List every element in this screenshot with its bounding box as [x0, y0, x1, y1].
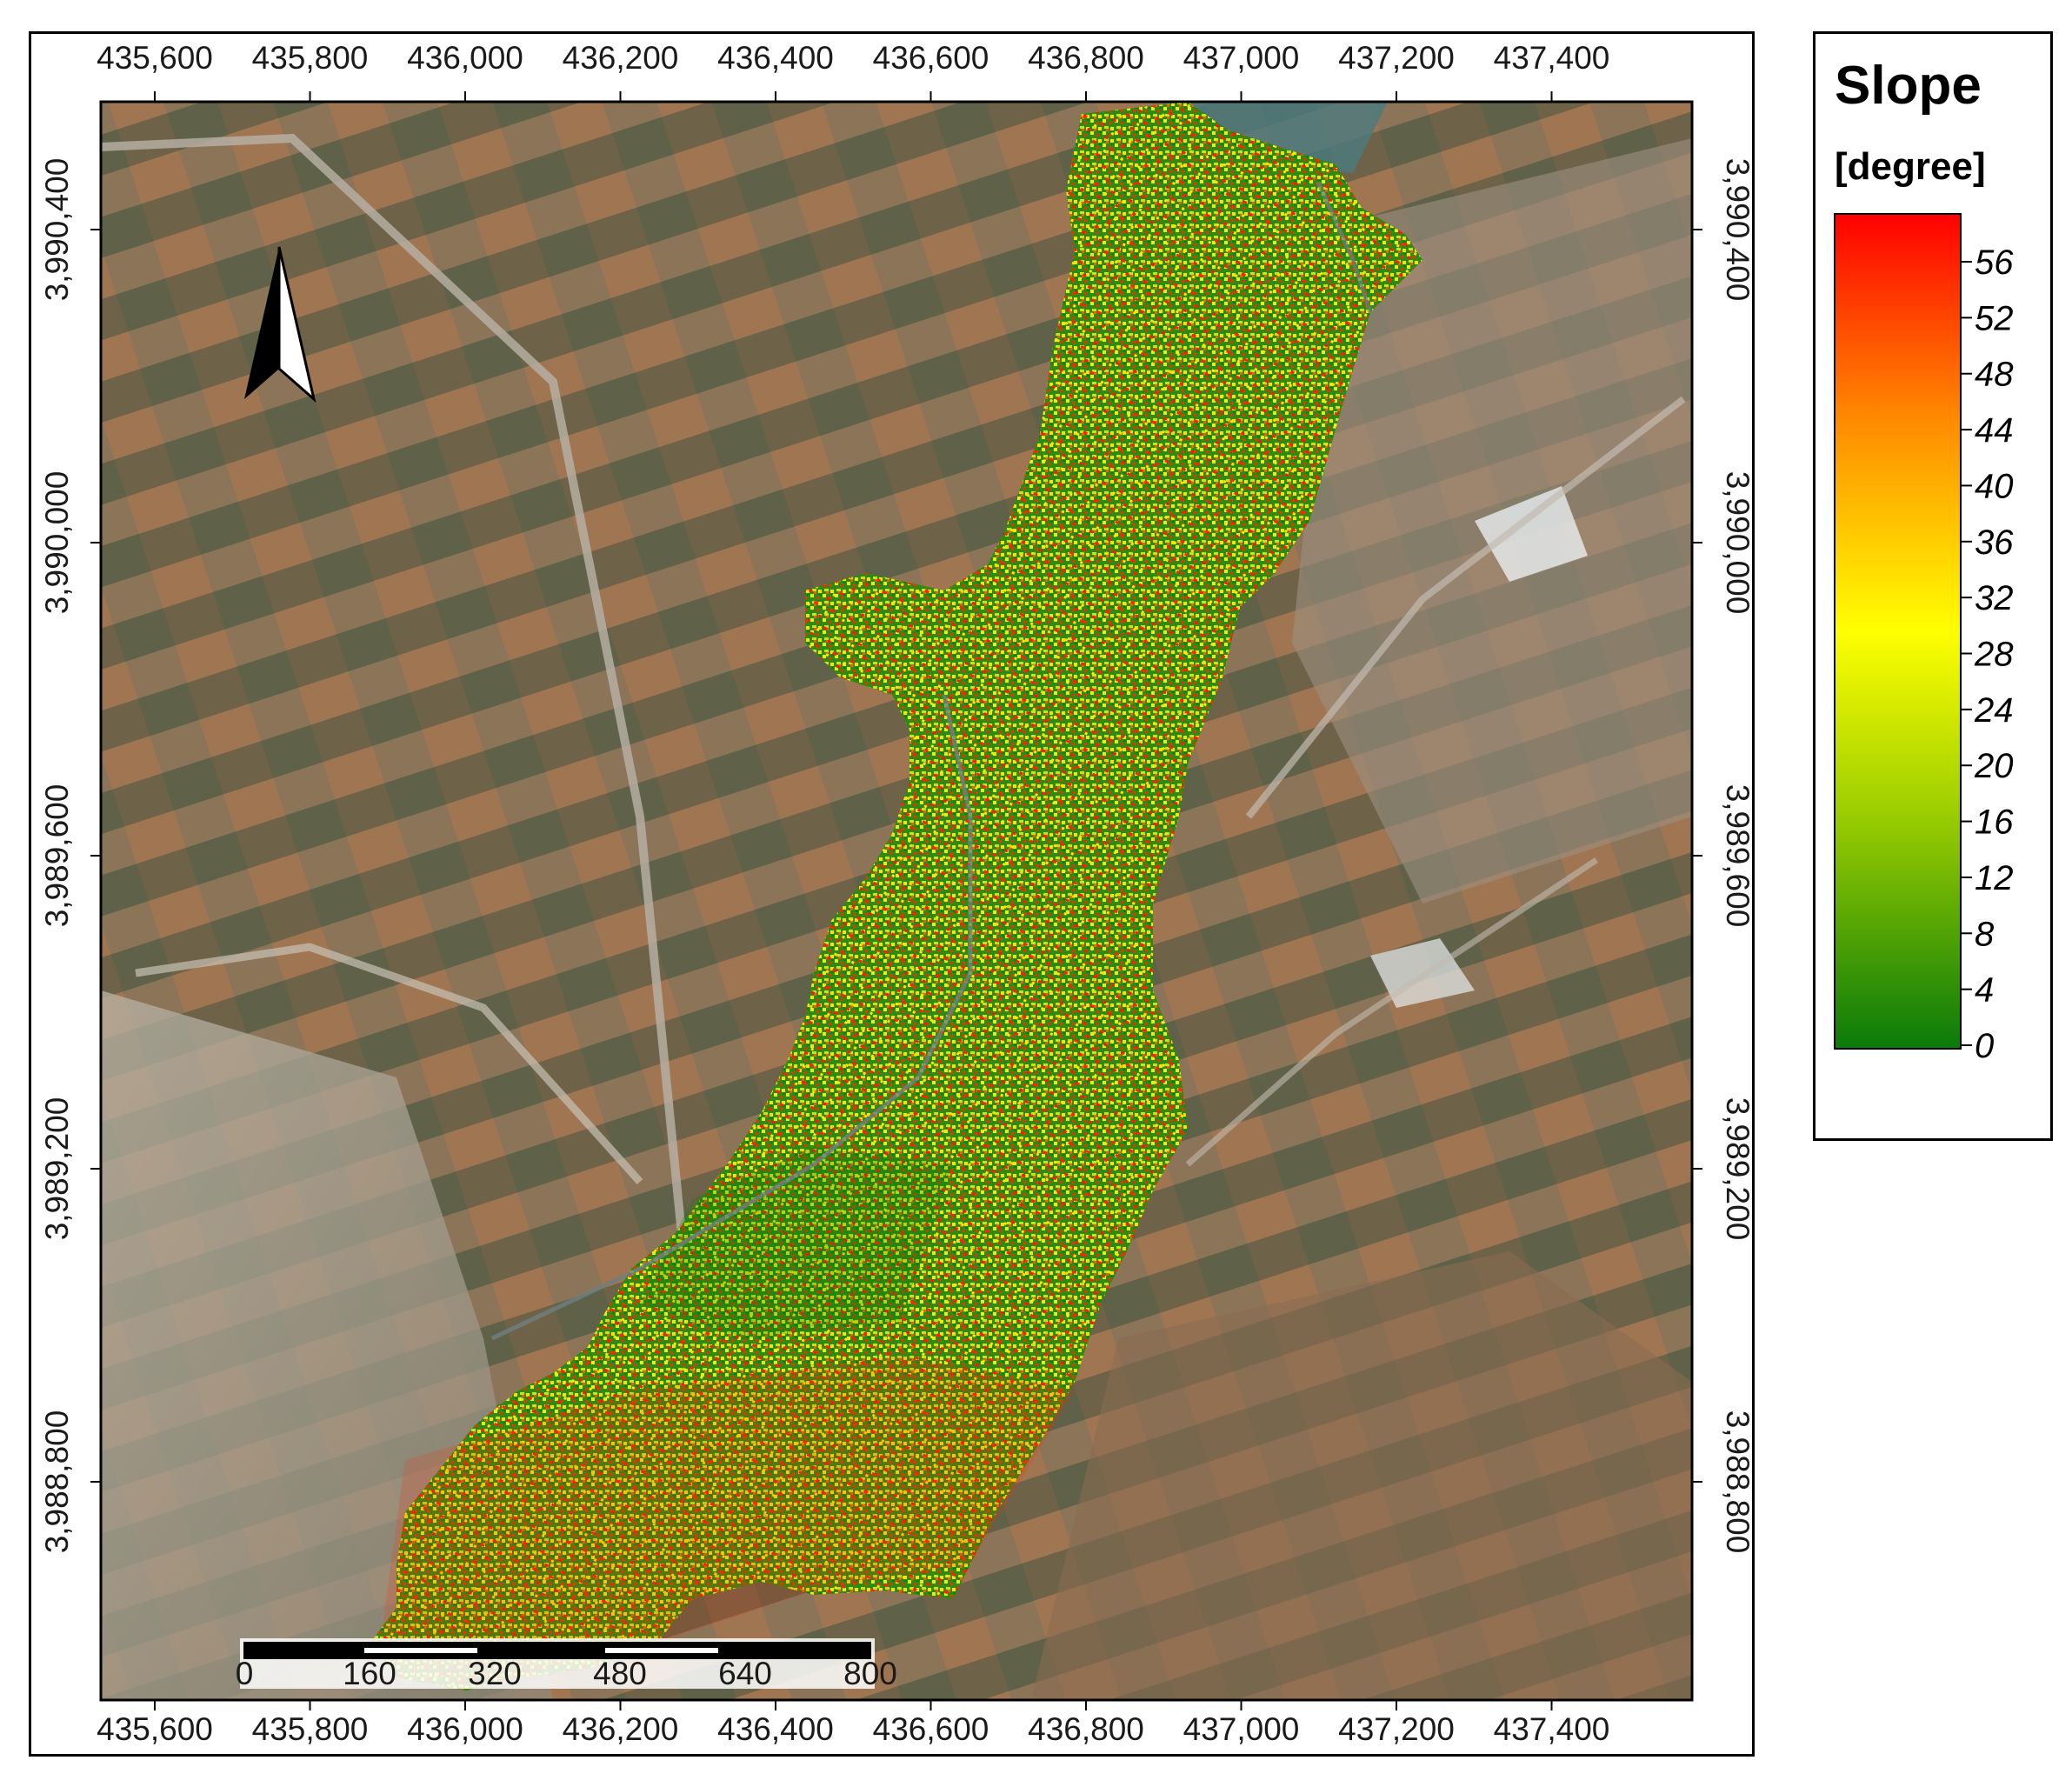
y-tick-label-right: 3,989,600: [1720, 784, 1752, 928]
x-tick-label-top: 436,000: [407, 40, 523, 76]
scale-bar-label: 160: [343, 1656, 396, 1691]
scale-bar-label: 800: [843, 1656, 897, 1691]
legend-tick-label: 8: [1975, 915, 1995, 953]
legend-tick-label: 0: [1975, 1027, 1994, 1065]
map-canvas: 435,600 435,800 436,000 436,200 436,400 436,6…: [39, 40, 1752, 1747]
y-tick-label-left: 3,989,200: [39, 1097, 75, 1241]
scale-bar-label: 0: [236, 1656, 254, 1691]
x-tick-label-bottom: 436,200: [563, 1711, 679, 1747]
map-frame: 435,600 435,800 436,000 436,200 436,400 436,6…: [29, 31, 1755, 1757]
x-tick-label-top: 437,000: [1183, 40, 1300, 76]
scale-bar: 0 160 320 480 640 800: [236, 1638, 897, 1691]
legend-tick-label: 52: [1975, 299, 2014, 337]
x-tick-label-bottom: 435,800: [252, 1711, 369, 1747]
scale-bar-label: 480: [593, 1656, 647, 1691]
x-tick-label-bottom: 437,400: [1494, 1711, 1610, 1747]
x-tick-label-top: 436,600: [873, 40, 989, 76]
colorbar-ramp: [1834, 213, 1962, 1050]
legend-tick-label: 32: [1975, 579, 2014, 617]
y-axis-left: 3,990,400 3,990,000 3,989,600 3,989,200 3,98…: [39, 158, 101, 1554]
x-tick-label-top: 435,600: [97, 40, 213, 76]
y-tick-label-right: 3,989,200: [1720, 1097, 1752, 1241]
y-tick-label-left: 3,990,000: [39, 471, 75, 615]
legend-tick-label: 44: [1975, 411, 2014, 450]
x-tick-label-top: 436,800: [1028, 40, 1144, 76]
y-axis-right: 3,990,400 3,990,000 3,989,600 3,989,200 3,98…: [1692, 158, 1752, 1554]
legend-tick-label: 28: [1974, 636, 2014, 674]
x-tick-label-bottom: 436,000: [407, 1711, 523, 1747]
legend-tick-label: 48: [1975, 356, 2014, 394]
y-tick-label-left: 3,988,800: [39, 1410, 75, 1554]
y-tick-label-right: 3,988,800: [1720, 1410, 1752, 1554]
legend-unit: [degree]: [1835, 145, 1986, 188]
scale-bar-label: 320: [468, 1656, 522, 1691]
x-tick-label-bottom: 437,000: [1183, 1711, 1300, 1747]
x-tick-label-bottom: 436,400: [717, 1711, 834, 1747]
y-tick-label-left: 3,989,600: [39, 784, 75, 928]
x-tick-label-top: 435,800: [252, 40, 369, 76]
legend-tick-label: 24: [1974, 691, 2014, 730]
x-axis-bottom: 435,600 435,800 436,000 436,200 436,400 436,6…: [97, 1700, 1609, 1747]
x-axis-top: 435,600 435,800 436,000 436,200 436,400 436,6…: [97, 40, 1609, 102]
legend-tick-label: 12: [1975, 859, 2014, 897]
x-tick-label-top: 436,400: [717, 40, 834, 76]
north-arrow-icon: [244, 246, 316, 403]
y-tick-label-right: 3,990,000: [1720, 471, 1752, 615]
x-tick-label-bottom: 436,600: [873, 1711, 989, 1747]
y-tick-label-left: 3,990,400: [39, 158, 75, 302]
legend-tick-label: 40: [1975, 467, 2014, 505]
legend-tick-label: 56: [1975, 243, 2014, 282]
x-tick-label-bottom: 435,600: [97, 1711, 213, 1747]
x-tick-label-bottom: 437,200: [1338, 1711, 1455, 1747]
x-tick-label-top: 437,400: [1494, 40, 1610, 76]
y-tick-label-right: 3,990,400: [1720, 158, 1752, 302]
legend-title: Slope: [1835, 56, 1982, 116]
legend-tick-label: 16: [1975, 803, 2014, 842]
legend-tick-label: 4: [1975, 971, 1994, 1010]
map-inner-border: [99, 100, 1694, 1702]
x-tick-label-top: 436,200: [563, 40, 679, 76]
x-tick-label-top: 437,200: [1338, 40, 1455, 76]
slope-raster: [370, 102, 1422, 1690]
legend-tick-label: 36: [1975, 523, 2014, 562]
legend: Slope [degree] 56 52 48 44 40 36 32 28 24 20 16 12 8…: [1813, 31, 2053, 1141]
scale-bar-label: 640: [718, 1656, 772, 1691]
x-tick-label-bottom: 436,800: [1028, 1711, 1144, 1747]
legend-tick-label: 20: [1974, 747, 2014, 785]
